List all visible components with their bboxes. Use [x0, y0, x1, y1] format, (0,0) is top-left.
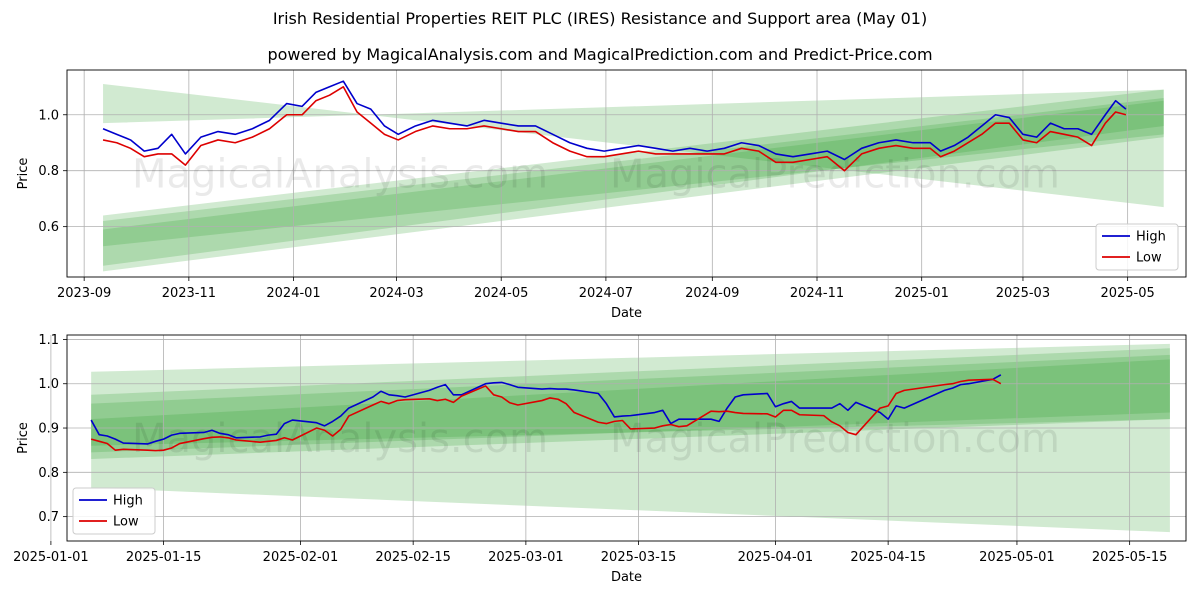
x-tick: 2023-11 — [162, 70, 216, 301]
x-tick: 2024-07 — [579, 70, 633, 301]
series-line-low — [90, 378, 1002, 452]
y-tick-label: 0.8 — [38, 466, 59, 481]
plot-frame — [66, 69, 1187, 278]
x-tick: 2024-05 — [474, 70, 528, 301]
chart-panel-1: 2023-09 2023-11 2024-01 2024-03 2024-05 2024-… — [16, 69, 1187, 321]
x-tick: 2024-03 — [369, 70, 424, 301]
x-tick: 2025-03-15 — [601, 335, 677, 565]
series-line-low — [102, 85, 1127, 172]
chart-panel-2: 2025-01-01 2025-01-15 2025-02-01 2025-02-15… — [13, 333, 1187, 585]
y-tick-label: 1.0 — [38, 108, 59, 123]
x-axis-label: Date — [611, 570, 642, 585]
band-4 — [91, 359, 1170, 446]
y-tick: 0.8 — [38, 164, 1186, 179]
chart-subtitle: powered by MagicalAnalysis.com and Magic… — [267, 45, 933, 64]
legend-label-high: High — [1136, 230, 1166, 245]
x-tick-label: 2025-05-15 — [1092, 550, 1168, 565]
x-tick-label: 2025-01 — [895, 286, 949, 301]
y-tick-label: 1.1 — [38, 333, 59, 348]
watermark-text: MagicalAnalysis.com — [132, 152, 548, 198]
y-axis-label: Price — [16, 422, 31, 454]
x-tick: 2025-01-01 — [13, 335, 89, 565]
y-tick-label: 1.0 — [38, 377, 59, 392]
watermark-text: MagicalAnalysis.com — [132, 416, 548, 462]
x-tick-label: 2023-09 — [57, 286, 111, 301]
x-tick-label: 2024-07 — [579, 286, 633, 301]
x-tick-label: 2024-11 — [790, 286, 844, 301]
x-tick: 2023-09 — [57, 70, 111, 301]
legend-label-low: Low — [1136, 251, 1162, 266]
legend-label-low: Low — [113, 515, 139, 530]
y-tick: 1.1 — [38, 333, 1186, 348]
x-tick: 2025-05-01 — [979, 335, 1055, 565]
x-tick-label: 2025-02-01 — [263, 550, 339, 565]
x-tick-label: 2025-05 — [1100, 286, 1154, 301]
x-tick-label: 2025-03-01 — [488, 550, 564, 565]
x-tick-label: 2025-04-01 — [738, 550, 814, 565]
x-tick-label: 2023-11 — [162, 286, 216, 301]
band-2 — [91, 348, 1170, 460]
y-tick: 0.9 — [38, 422, 1186, 437]
legend: High Low — [1095, 223, 1179, 271]
x-tick-label: 2024-05 — [474, 286, 528, 301]
x-tick: 2025-05-15 — [1092, 335, 1168, 565]
x-tick-label: 2025-04-15 — [850, 550, 926, 565]
y-tick-label: 0.6 — [38, 220, 59, 235]
watermark-text: MagicalPrediction.com — [610, 152, 1060, 198]
x-tick-label: 2025-01-15 — [126, 550, 202, 565]
x-tick-label: 2025-03 — [996, 286, 1050, 301]
x-tick-label: 2025-01-01 — [13, 550, 89, 565]
legend-label-high: High — [113, 494, 143, 509]
x-tick-label: 2024-01 — [266, 286, 320, 301]
x-axis-label: Date — [611, 306, 642, 321]
series-lines — [102, 80, 1127, 172]
x-tick: 2025-03-01 — [488, 335, 564, 565]
x-tick: 2025-04-01 — [738, 335, 814, 565]
y-tick-label: 0.9 — [38, 422, 59, 437]
legend: High Low — [72, 487, 156, 535]
chart-title: Irish Residential Properties REIT PLC (I… — [272, 9, 928, 28]
series-lines — [90, 374, 1002, 452]
series-line-high — [102, 80, 1127, 161]
y-tick: 0.8 — [38, 466, 1186, 481]
x-tick: 2025-02-15 — [375, 335, 451, 565]
series-line-high — [90, 374, 1002, 445]
x-tick: 2025-01 — [895, 70, 949, 301]
x-tick: 2025-03 — [996, 70, 1050, 301]
support-resistance-bands — [91, 343, 1170, 533]
y-tick-label: 0.7 — [38, 510, 59, 525]
x-tick-label: 2025-03-15 — [601, 550, 677, 565]
x-tick-label: 2025-02-15 — [375, 550, 451, 565]
x-tick-label: 2024-09 — [685, 286, 739, 301]
x-tick-label: 2024-03 — [369, 286, 423, 301]
y-tick: 0.6 — [38, 220, 1186, 235]
x-tick: 2024-09 — [685, 70, 739, 301]
x-tick: 2024-11 — [790, 70, 844, 301]
plot-frame — [66, 334, 1187, 542]
y-tick: 0.7 — [38, 510, 1186, 525]
band-2 — [103, 89, 1164, 272]
x-tick: 2025-01-15 — [126, 335, 202, 565]
x-tick: 2025-02-01 — [263, 335, 339, 565]
band-4 — [103, 100, 1164, 247]
x-tick-label: 2025-05-01 — [979, 550, 1055, 565]
band-1 — [91, 343, 1170, 533]
y-tick-label: 0.8 — [38, 164, 59, 179]
x-tick: 2025-04-15 — [850, 335, 926, 565]
y-axis-label: Price — [16, 158, 31, 190]
